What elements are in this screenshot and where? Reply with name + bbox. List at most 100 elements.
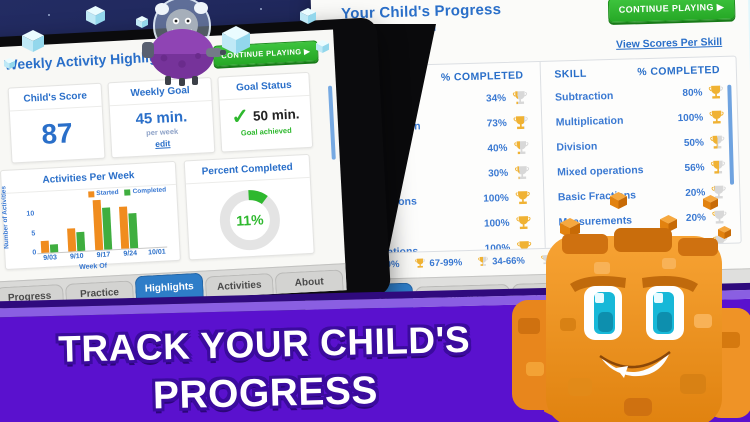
table-row: Comparison73% [359, 110, 529, 140]
trophy-icon [516, 241, 531, 255]
bar-completed [101, 207, 112, 250]
x-tick-label: 10/01 [148, 248, 166, 257]
trophy-icon [415, 258, 426, 268]
skill-trophy [511, 89, 528, 106]
alien-ufo-mascot [142, 0, 226, 86]
bar-group: 9/17 [92, 192, 112, 259]
y-axis-label: Number of Activities [0, 185, 11, 250]
skill-trophy [514, 214, 531, 231]
scrollbar[interactable] [727, 84, 735, 185]
bar-group: 9/03 [38, 195, 59, 262]
bar-series: 9/03 9/10 9/17 9/24 10/01 [38, 190, 166, 262]
tab-about[interactable]: About [274, 269, 344, 294]
trophy-icon [515, 216, 531, 230]
x-tick-label: 9/17 [96, 251, 111, 260]
skill-percent: 100% [483, 217, 510, 230]
ice-cube-decoration [22, 30, 44, 52]
y-tick-label: 0 [32, 249, 37, 257]
legend-item: 34-66% [477, 254, 525, 267]
donut-percent-label: 11% [235, 211, 264, 229]
trophy-icon [711, 185, 726, 199]
trophy-icon [712, 235, 728, 249]
skill-trophy [512, 114, 529, 131]
trophy-icon [513, 116, 528, 130]
table-row: Counting34% [358, 85, 528, 115]
trophy-icon [514, 166, 529, 180]
completed-column-header: % COMPLETED [637, 63, 721, 79]
view-scores-link[interactable]: View Scores Per Skill [615, 35, 723, 51]
table-row: Basic Fractions 20% [557, 180, 727, 210]
completed-column-header: % COMPLETED [440, 69, 524, 84]
card-title: Child's Score [8, 83, 102, 112]
trophy-icon [478, 256, 489, 266]
tablet-device: Weekly Activity Highlights CONTINUE PLAY… [0, 17, 391, 317]
skill-trophy [707, 84, 724, 101]
skill-trophy [709, 159, 726, 176]
skill-percent: 56% [684, 162, 705, 174]
donut-chart: 11% [213, 183, 287, 257]
skill-column-header: SKILL [554, 67, 587, 81]
skill-trophy [710, 184, 727, 201]
skill-trophy [711, 234, 728, 251]
ice-cube-decoration [300, 8, 316, 24]
x-tick-label: 9/10 [69, 252, 84, 261]
skill-name: Division [556, 139, 598, 154]
skills-table: SKILL % COMPLETED Counting34%Comparison7… [342, 55, 742, 255]
skill-trophy [513, 164, 530, 181]
goal-status-card: Goal Status ✓ 50 min. Goal achieved [217, 71, 314, 153]
ice-cube-decoration [4, 58, 15, 69]
bar-group: 10/01 [145, 190, 166, 256]
goal-status-value: 50 min. [252, 106, 300, 124]
skill-percent: 30% [488, 167, 509, 180]
activities-chart-card: Activities Per Week Number of Activities… [0, 160, 181, 271]
ice-cube-decoration [86, 6, 105, 25]
bar-started [119, 206, 130, 249]
skill-percent: 73% [486, 117, 507, 130]
bar-started [40, 241, 50, 254]
orange-cube-decoration [718, 226, 731, 239]
skills-table-left-column: SKILL % COMPLETED Counting34%Comparison7… [344, 62, 545, 254]
table-row: Addition30% [360, 160, 530, 190]
bar-group: 9/24 [118, 191, 139, 258]
skill-percent: 34% [485, 92, 507, 105]
skill-name: Subtraction [554, 89, 614, 104]
ice-cube-decoration [316, 40, 329, 53]
block-monster-mascot [512, 228, 750, 422]
skill-trophy [512, 139, 529, 156]
skill-name: Mixed operations [556, 163, 644, 179]
table-row: Mixed operations 56% [557, 155, 727, 185]
weekly-goal-card: Weekly Goal 45 min. per week edit [107, 76, 216, 159]
bar-completed [76, 231, 86, 252]
table-row: Problem solving20% [559, 230, 729, 255]
table-row: Multiplication 100% [555, 105, 725, 135]
chart-title: Percent Completed [184, 154, 310, 185]
trophy-icon [708, 85, 723, 99]
legend-item: 67-99% [414, 256, 462, 269]
ice-cube-decoration [136, 16, 148, 28]
y-tick-label: 5 [31, 230, 36, 238]
x-tick-label: 9/24 [123, 250, 138, 258]
table-header: SKILL % COMPLETED [554, 64, 724, 81]
skills-table-right-column: SKILL % COMPLETED Subtraction 80% Multipli… [539, 56, 741, 253]
star-decoration [48, 14, 50, 16]
table-row: Patterns40% [360, 135, 530, 165]
highlights-screen: Weekly Activity Highlights CONTINUE PLAY… [0, 29, 347, 309]
banner-headline: TRACK YOUR CHILD'S PROGRESS [0, 304, 546, 422]
skill-name: Multiplication [555, 114, 624, 129]
child-score-card: Child's Score 87 [7, 82, 106, 164]
scrollbar[interactable] [327, 85, 336, 160]
continue-playing-button[interactable]: CONTINUE PLAYING ▶ [607, 0, 736, 24]
orange-cube-decoration [703, 195, 718, 210]
skill-trophy [708, 109, 725, 126]
skill-percent: 80% [682, 87, 703, 100]
skill-percent: 50% [683, 137, 705, 150]
trophy-icon [709, 110, 724, 124]
skill-trophy [709, 134, 726, 151]
skill-trophy [514, 189, 531, 206]
bar-started [66, 228, 77, 252]
trophy-icon [513, 141, 528, 155]
bar-completed [128, 213, 139, 249]
